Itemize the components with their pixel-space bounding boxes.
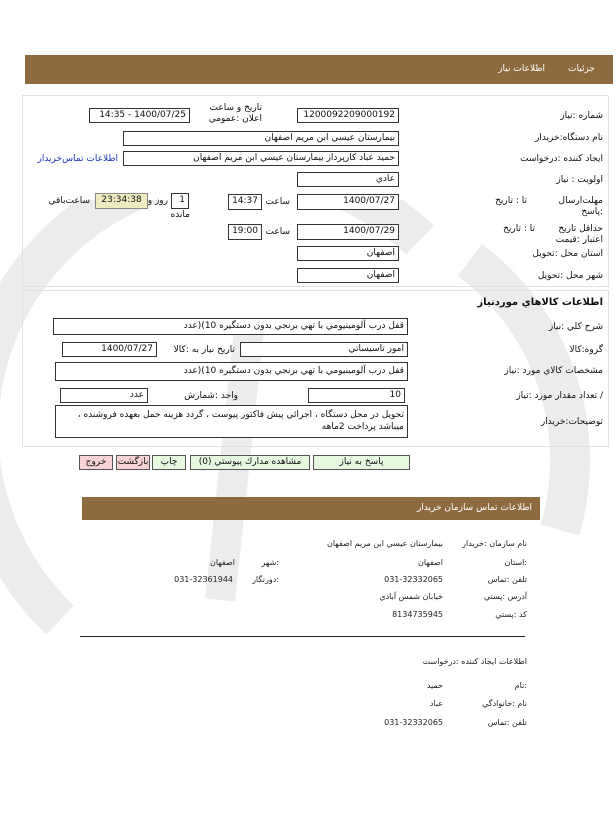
contact-phone-label: تلفن :تماس: [487, 575, 527, 584]
days-remaining-field: 1: [171, 193, 189, 209]
summary-field: قفل درب آلومينيومي با تهي برنجي بدون دست…: [53, 318, 408, 335]
need-number-field: 1200092209000192: [297, 108, 399, 123]
deadline-label: مهلت‌ارسال :پاسخ: [558, 196, 603, 217]
tab-need-info[interactable]: اطلاعات نياز: [498, 64, 545, 74]
deadline-to-date-label: تا : تاريخ: [495, 196, 527, 206]
unit-field: عدد: [60, 388, 148, 403]
summary-label: شرح كلي :نياز: [548, 322, 603, 332]
remaining-label-2: مانده: [170, 210, 190, 220]
goods-panel: [22, 290, 609, 447]
validity-date-field: 1400/07/29: [297, 224, 399, 240]
contact-section-bar: اطلاعات تماس سازمان خريدار: [82, 497, 540, 520]
priority-label: اولويت : نياز: [556, 175, 603, 185]
desc-field: تحويل در محل دستگاه ، اجرائي پيش فاكتور …: [55, 405, 408, 438]
creator-name: حميد: [426, 681, 443, 690]
view-attachments-button[interactable]: مشاهده مدارك پيوستي (0): [190, 455, 310, 470]
specs-label: مشخصات كالاي مورد :نياز: [504, 366, 603, 376]
creator-field: حميد عباد كارپرداز بيمارستان عيسي ابن مر…: [123, 151, 399, 166]
creator-label: ايجاد كننده :درخواست: [520, 154, 603, 164]
buyer-contact-link[interactable]: اطلاعات تماس‌خريدار: [37, 154, 118, 164]
validity-time-field: 19:00: [228, 224, 262, 240]
creator-name-label: :نام: [514, 681, 527, 690]
deadline-time-label: ساعت: [265, 197, 291, 207]
contact-address: خيابان شمس آبادي: [379, 592, 443, 601]
contact-org-label: نام سازمان :خريدار: [462, 539, 527, 548]
back-button[interactable]: بازگشت: [116, 455, 150, 470]
details-panel: [22, 95, 609, 287]
print-button[interactable]: چاپ: [152, 455, 186, 470]
exit-button[interactable]: خروج: [79, 455, 113, 470]
province-field: اصفهان: [297, 246, 399, 261]
unit-label: واحد :شمارش: [184, 391, 238, 401]
group-field: امور تاسيساتي: [240, 342, 408, 357]
contact-postal-label: كد :پستي: [495, 610, 527, 619]
header-bar: جزئيات اطلاعات نياز: [25, 55, 613, 84]
contact-province-label: :استان: [504, 558, 527, 567]
validity-label: حداقل تاريخ اعتبار :قيمت: [555, 224, 603, 245]
buyer-org-label: نام دستگاه:خريدار: [534, 133, 603, 143]
creator-family-label: نام :خانوادگي: [482, 699, 527, 708]
need-date-label: تاريخ نياز به :كالا: [173, 345, 235, 355]
announce-field: 1400/07/25 - 14:35: [89, 108, 190, 123]
announce-label: تاريخ و ساعت اعلان :عمومي: [208, 103, 262, 124]
creator-phone-label: تلفن :تماس: [487, 718, 527, 727]
city-label: شهر محل :تحويل: [537, 271, 603, 281]
contact-org: بيمارستان عيسي ابن مريم اصفهان: [326, 539, 443, 548]
contact-postal: 8134735945: [392, 610, 443, 619]
deadline-date-field: 1400/07/27: [297, 194, 399, 210]
specs-field: قفل درب آلومينيومي با تهي برنجي بدون دست…: [55, 362, 408, 381]
contact-city: اصفهان: [209, 558, 235, 567]
validity-time-label: ساعت: [265, 227, 291, 237]
days-label: روز و: [147, 196, 168, 206]
priority-field: عادي: [297, 172, 399, 187]
contact-address-label: آدرس :پستي: [483, 592, 527, 601]
contact-phone: 031-32332065: [384, 575, 443, 584]
contact-fax-label: :دورنگار: [252, 575, 279, 584]
buyer-org-field: بيمارستان عيسي ابن مريم اصفهان: [123, 131, 399, 146]
creator-info-title: اطلاعات ايجاد كننده :درخواست: [422, 657, 527, 666]
city-field: اصفهان: [297, 268, 399, 283]
goods-title: اطلاعات كالاهاي موردنياز: [477, 297, 603, 308]
remaining-label: ساعت‌باقي: [48, 196, 90, 206]
deadline-time-field: 14:37: [228, 194, 262, 210]
reply-button[interactable]: پاسخ به نياز: [313, 455, 410, 470]
province-label: استان محل :تحويل: [532, 249, 603, 259]
contact-province: اصفهان: [417, 558, 443, 567]
validity-to-date-label: تا : تاريخ: [503, 224, 535, 234]
contact-fax: 031-32361944: [174, 575, 233, 584]
group-label: گروه:كالا: [569, 345, 603, 355]
creator-phone: 031-32332065: [384, 718, 443, 727]
contact-title: اطلاعات تماس سازمان خريدار: [416, 503, 532, 513]
qty-label: / تعداد مقدار مورد :نياز: [516, 391, 603, 401]
countdown-timer: 23:34:38: [95, 193, 148, 209]
need-number-label: شماره :نياز: [560, 111, 603, 121]
creator-family: عباد: [429, 699, 443, 708]
contact-city-label: :شهر: [261, 558, 280, 567]
desc-label: توضيحات:خريدار: [540, 417, 603, 427]
tab-details[interactable]: جزئيات: [568, 64, 595, 74]
need-date-field: 1400/07/27: [62, 342, 157, 357]
qty-field: 10: [308, 388, 405, 403]
divider: [80, 636, 525, 637]
